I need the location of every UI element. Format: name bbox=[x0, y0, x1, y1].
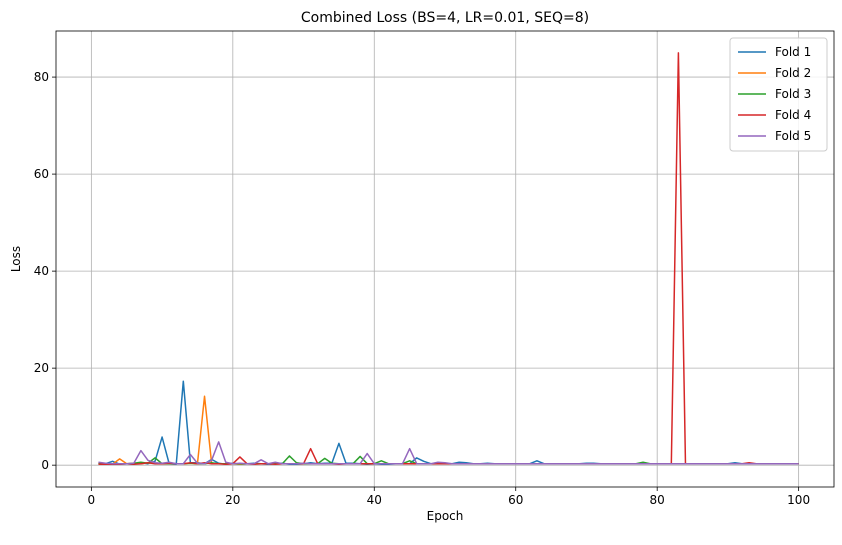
legend-entry-label: Fold 3 bbox=[775, 87, 811, 101]
legend: Fold 1 Fold 2 Fold 3 Fold 4 Fold 5 bbox=[729, 37, 828, 152]
x-tick-label: 80 bbox=[650, 493, 665, 507]
series-line-fold-1 bbox=[98, 380, 799, 465]
y-tick-label: 80 bbox=[34, 70, 49, 84]
legend-entry-label: Fold 4 bbox=[775, 108, 811, 122]
x-tick-label: 40 bbox=[367, 493, 382, 507]
series-line-fold-5 bbox=[98, 441, 799, 465]
y-tick-label: 40 bbox=[34, 264, 49, 278]
y-tick-label: 60 bbox=[34, 167, 49, 181]
y-tick-label: 0 bbox=[41, 458, 49, 472]
chart-title: Combined Loss (BS=4, LR=0.01, SEQ=8) bbox=[301, 10, 589, 26]
y-tick-label: 20 bbox=[34, 361, 49, 375]
y-axis-ticks: 0 20 40 60 80 bbox=[34, 70, 56, 472]
grid bbox=[56, 31, 834, 487]
x-tick-label: 100 bbox=[787, 493, 810, 507]
x-tick-label: 0 bbox=[88, 493, 96, 507]
y-axis-label: Loss bbox=[9, 246, 23, 272]
x-axis-label: Epoch bbox=[427, 509, 464, 523]
legend-entry-label: Fold 1 bbox=[775, 45, 811, 59]
legend-entry-label: Fold 2 bbox=[775, 66, 811, 80]
series-lines bbox=[98, 52, 799, 465]
x-axis-ticks: 0 20 40 60 80 100 bbox=[88, 487, 810, 507]
plot-frame bbox=[55, 30, 835, 488]
legend-entry-label: Fold 5 bbox=[775, 129, 811, 143]
legend-box bbox=[729, 37, 828, 152]
x-tick-label: 60 bbox=[508, 493, 523, 507]
series-line-fold-2 bbox=[98, 395, 799, 465]
x-tick-label: 20 bbox=[225, 493, 240, 507]
